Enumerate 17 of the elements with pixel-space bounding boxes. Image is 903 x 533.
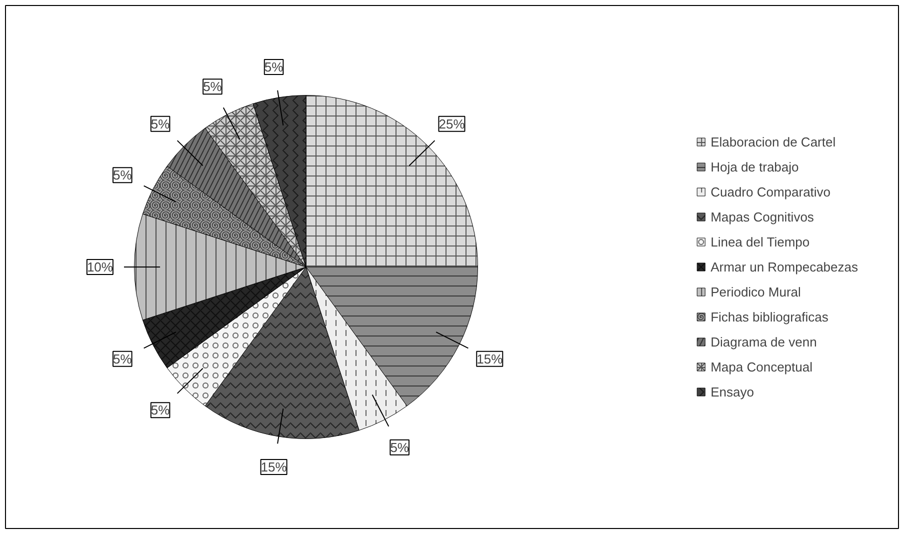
data-label: 10% — [86, 260, 114, 274]
legend-label: Armar un Rompecabezas — [710, 259, 858, 274]
legend-label: Mapa Conceptual — [710, 359, 812, 374]
legend-label: Mapas Cognitivos — [710, 209, 814, 224]
legend-label: Fichas bibliograficas — [710, 309, 828, 324]
legend-label: Ensayo — [710, 384, 754, 399]
data-label: 15% — [260, 459, 288, 474]
data-label: 5% — [113, 351, 132, 366]
data-label: 5% — [203, 79, 222, 94]
data-label: 5% — [113, 168, 132, 183]
legend-label: Linea del Tiempo — [710, 234, 810, 249]
legend-label: Cuadro Comparativo — [710, 184, 831, 199]
legend-label: Periodico Mural — [710, 284, 801, 299]
legend-label: Hoja de trabajo — [710, 159, 799, 174]
legend-label: Diagrama de venn — [710, 334, 817, 349]
legend-label: Elaboracion de Cartel — [710, 134, 836, 149]
data-label: 5% — [390, 440, 410, 455]
